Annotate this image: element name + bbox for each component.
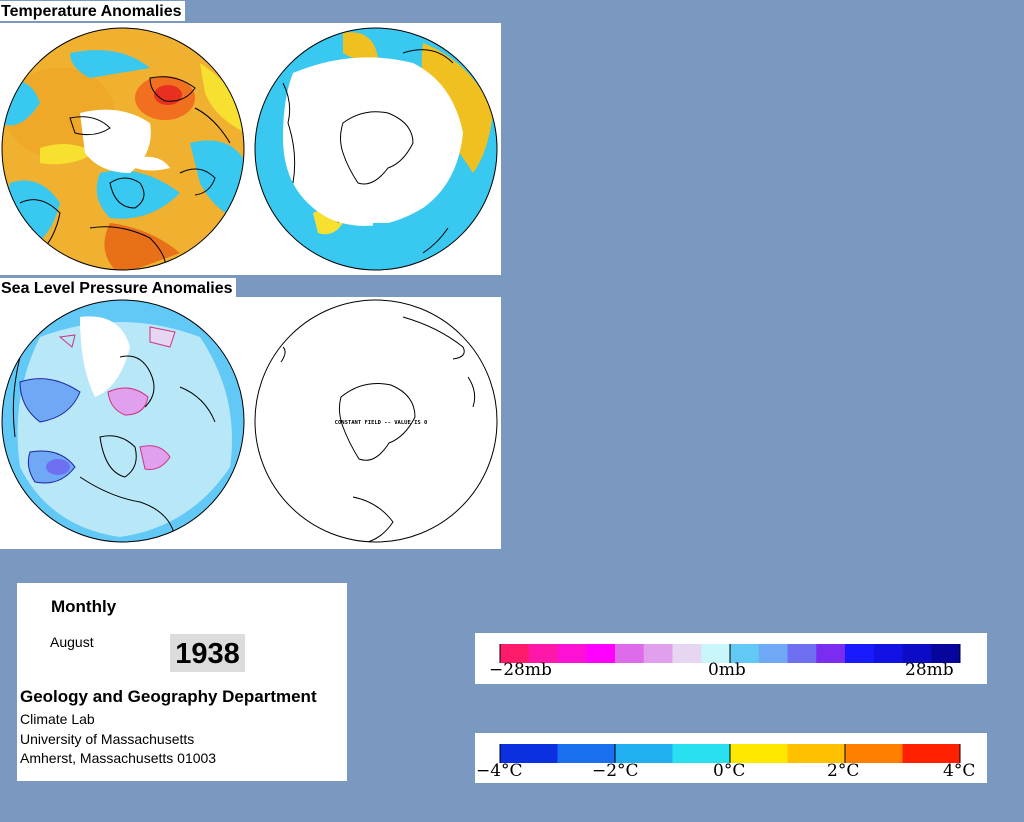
pressure-color-scale: −28mb 0mb 28mb	[475, 633, 987, 684]
colorbar-swatch	[931, 644, 961, 663]
period-label: Monthly	[51, 597, 117, 616]
sea-level-pressure-title: Sea Level Pressure Anomalies	[0, 278, 236, 298]
university-label: University of Massachusetts	[20, 731, 195, 747]
temperature-minus2-label: −2°C	[592, 761, 639, 781]
temperature-map-panel	[0, 23, 501, 275]
temperature-plus4-label: 4°C	[943, 761, 976, 781]
colorbar-swatch	[758, 644, 788, 663]
year-label: 1938	[170, 634, 245, 672]
colorbar-swatch	[643, 644, 673, 663]
colorbar-swatch	[730, 644, 760, 663]
temperature-colorbar	[499, 744, 961, 763]
colorbar-swatch	[902, 644, 932, 663]
north-hemisphere-temperature-globe	[1, 27, 245, 271]
south-hemisphere-pressure-globe: CONSTANT FIELD -- VALUE IS 0	[254, 299, 498, 543]
colorbar-swatch	[701, 644, 731, 663]
colorbar-swatch	[557, 744, 616, 763]
pressure-zero-label: 0mb	[708, 660, 746, 680]
colorbar-swatch	[845, 744, 903, 763]
temperature-plus2-label: 2°C	[827, 761, 860, 781]
colorbar-swatch	[500, 744, 558, 763]
colorbar-swatch	[730, 744, 788, 763]
pressure-map-panel: CONSTANT FIELD -- VALUE IS 0	[0, 297, 501, 549]
pressure-min-label: −28mb	[489, 660, 552, 680]
month-label: August	[50, 634, 94, 650]
lab-label: Climate Lab	[20, 711, 95, 727]
colorbar-swatch	[557, 644, 587, 663]
colorbar-swatch	[873, 644, 903, 663]
info-box: Monthly August 1938 Geology and Geograph…	[17, 583, 347, 781]
colorbar-swatch	[845, 644, 875, 663]
colorbar-swatch	[615, 744, 673, 763]
department-label: Geology and Geography Department	[20, 687, 317, 706]
colorbar-swatch	[500, 644, 530, 663]
constant-field-note: CONSTANT FIELD -- VALUE IS 0	[335, 420, 428, 426]
colorbar-swatch	[586, 644, 616, 663]
temperature-minus4-label: −4°C	[476, 761, 523, 781]
temperature-zero-label: 0°C	[713, 761, 746, 781]
colorbar-swatch	[672, 644, 702, 663]
colorbar-swatch	[902, 744, 961, 763]
north-hemisphere-pressure-globe	[1, 299, 245, 543]
colorbar-swatch	[528, 644, 558, 663]
pressure-colorbar	[499, 644, 961, 663]
colorbar-swatch	[615, 644, 645, 663]
temperature-anomalies-title: Temperature Anomalies	[0, 1, 185, 21]
colorbar-swatch	[787, 744, 846, 763]
colorbar-swatch	[787, 644, 817, 663]
temperature-color-scale: −4°C −2°C 0°C 2°C 4°C	[475, 733, 987, 783]
colorbar-swatch	[672, 744, 731, 763]
south-hemisphere-temperature-globe	[254, 27, 498, 271]
colorbar-swatch	[816, 644, 846, 663]
pressure-max-label: 28mb	[905, 660, 954, 680]
address-label: Amherst, Massachusetts 01003	[20, 750, 217, 766]
